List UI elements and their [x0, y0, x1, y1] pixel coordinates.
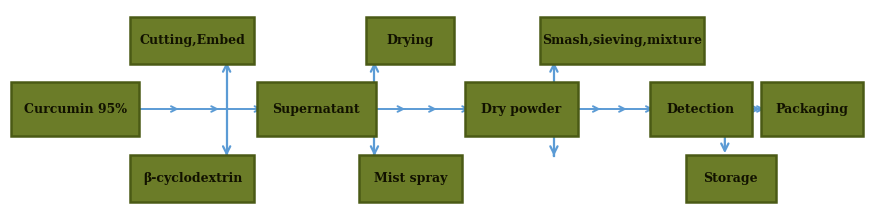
Text: Drying: Drying — [386, 34, 434, 47]
Text: Smash,sieving,mixture: Smash,sieving,mixture — [542, 34, 702, 47]
Text: Storage: Storage — [704, 172, 758, 185]
FancyBboxPatch shape — [541, 17, 705, 64]
FancyBboxPatch shape — [131, 155, 255, 202]
Text: Mist spray: Mist spray — [374, 172, 447, 185]
FancyBboxPatch shape — [11, 82, 140, 136]
FancyBboxPatch shape — [359, 155, 461, 202]
FancyBboxPatch shape — [256, 82, 376, 136]
Text: Packaging: Packaging — [775, 102, 848, 116]
Text: Cutting,Embed: Cutting,Embed — [140, 34, 245, 47]
Text: Supernatant: Supernatant — [273, 102, 360, 116]
FancyBboxPatch shape — [686, 155, 776, 202]
FancyBboxPatch shape — [465, 82, 578, 136]
FancyBboxPatch shape — [650, 82, 753, 136]
FancyBboxPatch shape — [366, 17, 454, 64]
Text: Detection: Detection — [667, 102, 735, 116]
Text: Curcumin 95%: Curcumin 95% — [24, 102, 126, 116]
Text: β-cyclodextrin: β-cyclodextrin — [143, 172, 242, 185]
FancyBboxPatch shape — [131, 17, 255, 64]
Text: Dry powder: Dry powder — [481, 102, 562, 116]
FancyBboxPatch shape — [760, 82, 863, 136]
